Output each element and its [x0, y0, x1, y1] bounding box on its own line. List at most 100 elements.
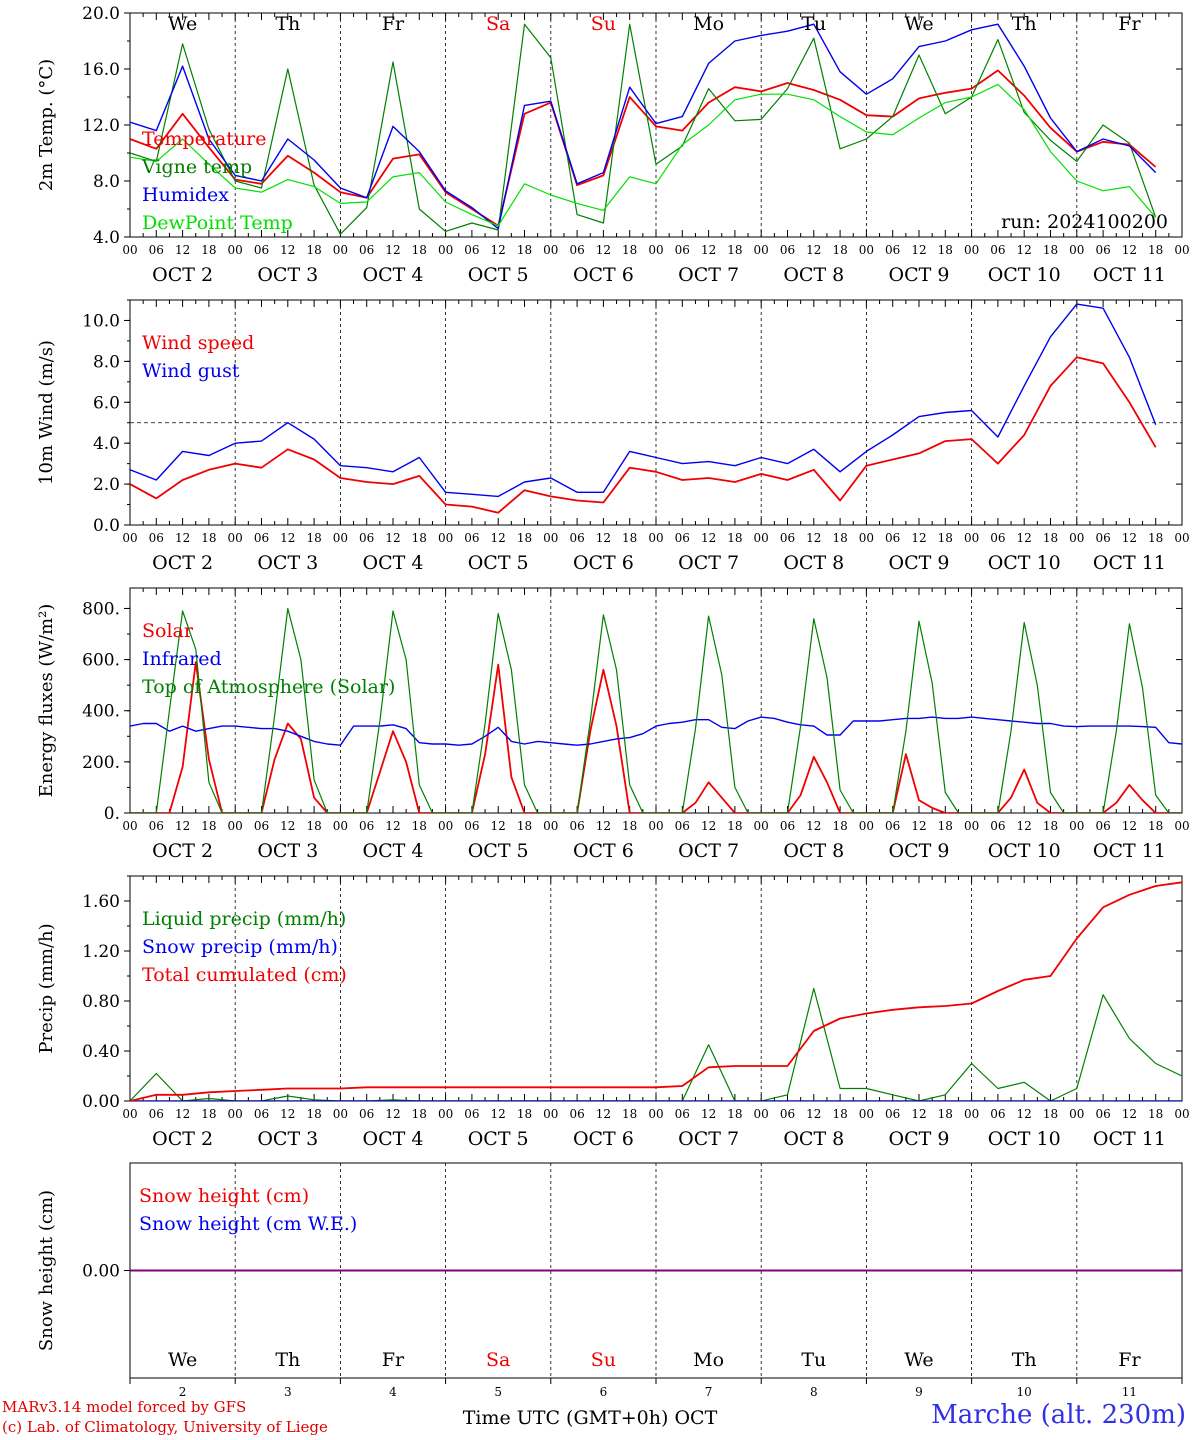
hour-tick-label: 06	[780, 531, 795, 545]
y-tick-label: 600.	[82, 651, 120, 671]
hour-tick-label: 00	[228, 243, 243, 257]
date-label: OCT 6	[573, 1128, 634, 1150]
hour-tick-label: 00	[859, 531, 874, 545]
date-label: OCT 4	[363, 1128, 424, 1150]
hour-tick-label: 06	[359, 1107, 374, 1121]
weekday-label: We	[904, 13, 933, 35]
y-tick-label: 8.0	[93, 172, 120, 192]
series-line-wind-speed	[130, 356, 1157, 514]
hour-tick-label: 18	[201, 819, 216, 833]
hour-tick-label: 12	[1017, 819, 1032, 833]
hour-tick-label: 18	[201, 1107, 216, 1121]
hour-tick-label: 06	[1095, 819, 1110, 833]
hour-tick-label: 00	[1174, 531, 1189, 545]
panel-frame	[129, 587, 1183, 814]
hour-tick-label: 18	[1148, 243, 1163, 257]
date-label: OCT 2	[152, 1128, 213, 1150]
y-tick-label: 12.0	[82, 116, 120, 136]
hour-tick-label: 12	[911, 531, 926, 545]
hour-tick-label: 06	[464, 819, 479, 833]
y-tick-label: 0.00	[82, 1262, 120, 1282]
hour-tick-label: 12	[806, 243, 821, 257]
weekday-label: Su	[591, 13, 616, 35]
date-label: OCT 5	[468, 552, 529, 574]
hour-tick-label: 18	[727, 1107, 742, 1121]
hour-tick-label: 12	[701, 1107, 716, 1121]
date-label: OCT 10	[988, 552, 1061, 574]
hour-tick-label: 18	[517, 531, 532, 545]
weekday-label: We	[904, 1349, 933, 1371]
hour-tick-label: 06	[990, 531, 1005, 545]
hour-tick-label: 06	[1095, 1107, 1110, 1121]
panel-1: 00 06 12 18 00 06 12 18 00 06 12 18 00 06 12 18 00 06 12 18…	[36, 4, 1190, 286]
hour-tick-label: 18	[622, 243, 637, 257]
hour-tick-label: 18	[727, 243, 742, 257]
day-number-label: 2	[179, 1385, 187, 1399]
date-label: OCT 9	[889, 264, 950, 286]
hour-tick-label: 18	[938, 243, 953, 257]
hour-tick-label: 18	[412, 531, 427, 545]
hour-tick-label: 12	[280, 1107, 295, 1121]
hour-tick-label: 12	[491, 1107, 506, 1121]
legend-entry: Solar	[142, 620, 194, 642]
hour-tick-label: 18	[832, 819, 847, 833]
legend-entry: DewPoint Temp	[142, 212, 293, 234]
y-axis-label: Precip (mm/h)	[36, 923, 57, 1053]
date-label: OCT 7	[678, 552, 739, 574]
legend-entry: Vigne temp	[141, 156, 252, 178]
time-axis-label: Time UTC (GMT+0h) OCT	[463, 1407, 718, 1429]
day-number-label: 4	[389, 1385, 397, 1399]
date-label: OCT 5	[468, 1128, 529, 1150]
weekday-label: Su	[591, 1349, 616, 1371]
hour-tick-label: 12	[911, 819, 926, 833]
date-label: OCT 11	[1093, 264, 1166, 286]
hour-tick-label: 06	[885, 243, 900, 257]
date-label: OCT 3	[257, 264, 318, 286]
hour-tick-label: 18	[306, 531, 321, 545]
hour-tick-label: 00	[543, 531, 558, 545]
panel-frame	[129, 12, 1183, 238]
hour-tick-label: 06	[990, 243, 1005, 257]
legend-entry: Total cumulated (cm)	[142, 964, 347, 986]
hour-tick-label: 18	[201, 531, 216, 545]
hour-tick-label: 12	[806, 1107, 821, 1121]
weekday-label: Mo	[693, 13, 724, 35]
hour-tick-label: 06	[464, 531, 479, 545]
hour-tick-label: 00	[228, 531, 243, 545]
hour-tick-label: 12	[596, 1107, 611, 1121]
hour-tick-label: 00	[754, 1107, 769, 1121]
hour-tick-label: 00	[543, 243, 558, 257]
hour-tick-label: 12	[1122, 819, 1137, 833]
y-tick-label: 0.80	[82, 992, 120, 1012]
date-label: OCT 7	[678, 264, 739, 286]
date-label: OCT 10	[988, 264, 1061, 286]
hour-tick-label: 12	[280, 243, 295, 257]
hour-tick-label: 12	[1122, 1107, 1137, 1121]
hour-tick-label: 06	[569, 243, 584, 257]
date-label: OCT 8	[783, 840, 844, 862]
legend-entry: Humidex	[142, 184, 229, 206]
legend-entry: Wind gust	[142, 360, 240, 382]
hour-tick-label: 00	[859, 243, 874, 257]
lab-credit: (c) Lab. of Climatology, University of L…	[2, 1418, 328, 1436]
hour-tick-label: 00	[1069, 243, 1084, 257]
panel-frame	[129, 299, 1183, 526]
legend-entry: Snow height (cm W.E.)	[139, 1213, 357, 1235]
series-line-total-cumulated-cm-	[130, 881, 1182, 1101]
weekday-label: Th	[1012, 1349, 1037, 1371]
day-number-label: 3	[284, 1385, 292, 1399]
hour-tick-label: 12	[175, 531, 190, 545]
day-number-label: 9	[915, 1385, 923, 1399]
date-label: OCT 6	[573, 552, 634, 574]
hour-tick-label: 18	[412, 1107, 427, 1121]
hour-tick-label: 06	[675, 819, 690, 833]
hour-tick-label: 18	[832, 1107, 847, 1121]
hour-tick-label: 12	[385, 819, 400, 833]
hour-tick-label: 00	[1174, 1107, 1189, 1121]
y-tick-label: 4.0	[93, 228, 120, 248]
hour-tick-label: 00	[648, 819, 663, 833]
model-credit: MARv3.14 model forced by GFS	[2, 1398, 247, 1416]
weekday-label: We	[168, 13, 197, 35]
weekday-label: Fr	[1118, 1349, 1141, 1371]
hour-tick-label: 00	[648, 243, 663, 257]
